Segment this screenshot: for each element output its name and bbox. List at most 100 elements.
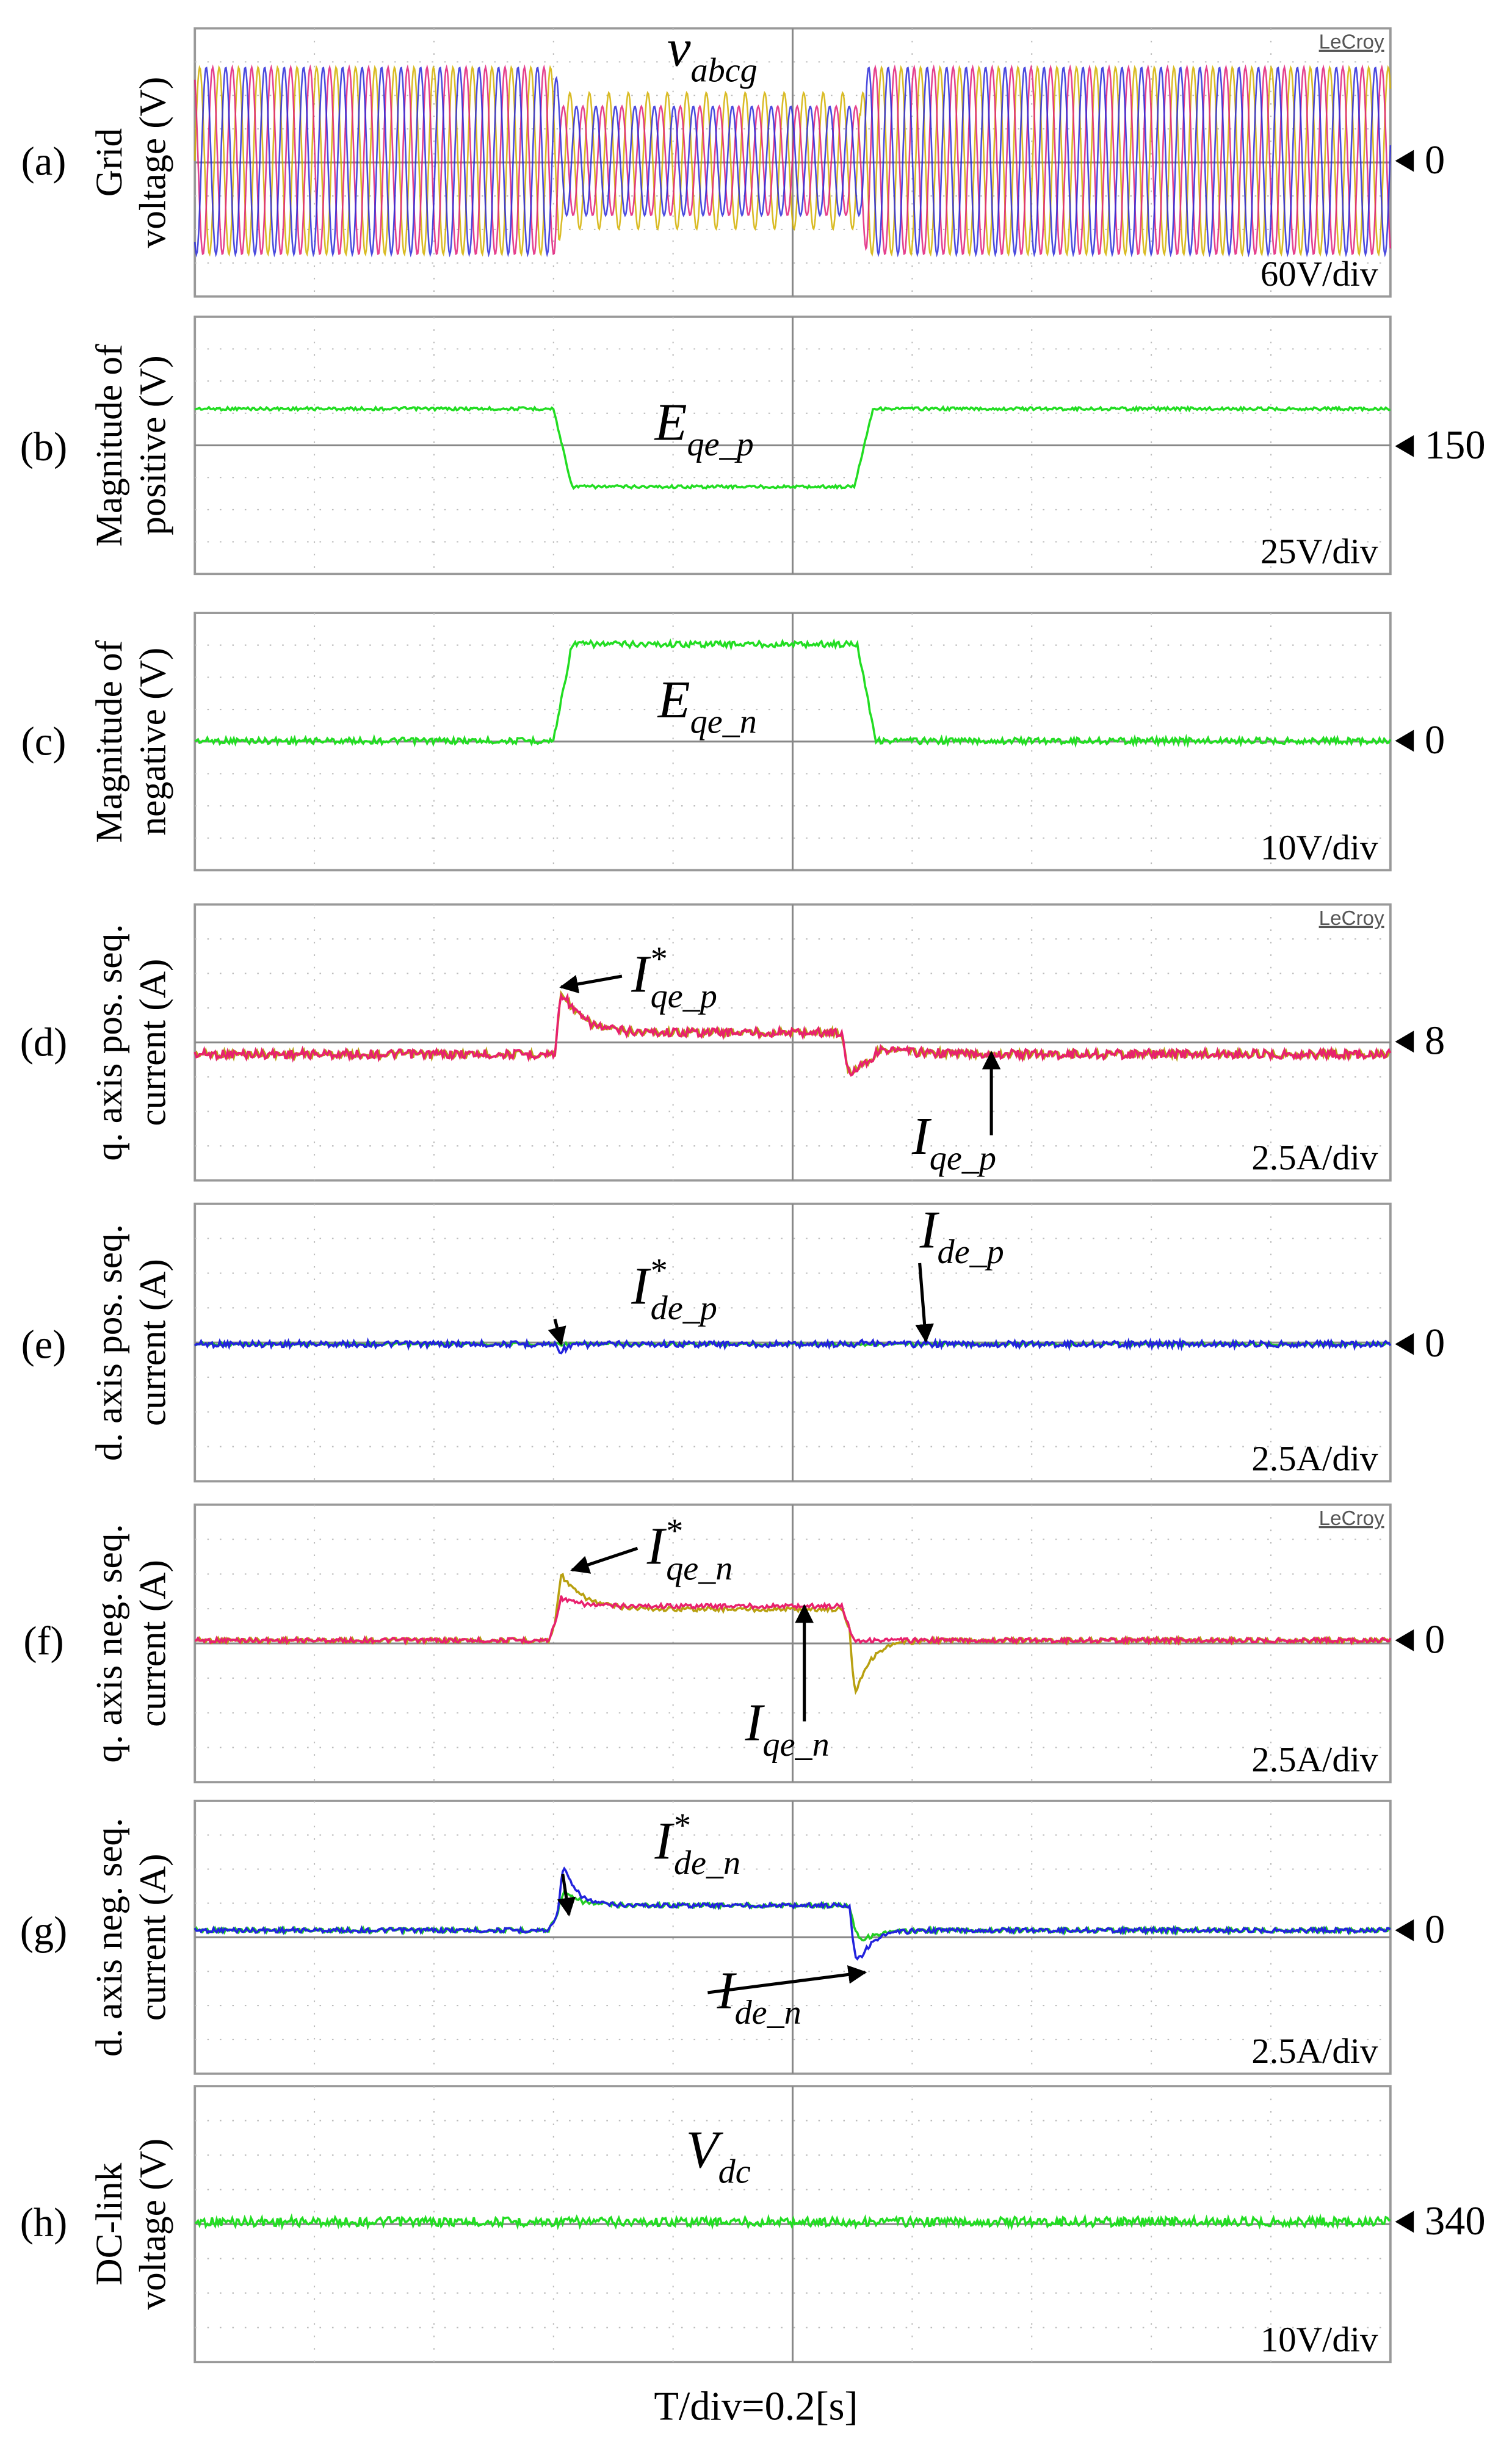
panel-label: (b)	[20, 425, 67, 469]
y-label: d. axis neg. seq.	[89, 1818, 130, 2057]
y-label: current (A)	[132, 1853, 174, 2021]
trace-sub: qe_n	[763, 1726, 830, 1764]
waveform	[194, 638, 1392, 748]
trace-label: Eqe_p	[654, 393, 754, 464]
waveform	[194, 64, 1392, 256]
panel	[194, 903, 1392, 1182]
scale-label: 10V/div	[1261, 2319, 1378, 2359]
scale-label: 2.5A/div	[1251, 1439, 1378, 1479]
y-label: q. axis neg. seq.	[89, 1524, 130, 1762]
trace-sub: qe_p	[651, 977, 717, 1015]
trace-sup: *	[649, 940, 667, 978]
y-label: current (A)	[132, 959, 174, 1126]
trace-label: I* qe_n	[646, 1512, 733, 1587]
arrow	[915, 1262, 934, 1343]
waveform	[194, 405, 1391, 491]
brand: LeCroy	[1319, 1507, 1384, 1530]
panel-label: (e)	[21, 1323, 67, 1367]
trace-main: E	[657, 670, 690, 729]
trace-main: I	[654, 1811, 675, 1870]
trace-label: Iqe_n	[745, 1693, 830, 1764]
x-label: T/div=0.2[s]	[654, 2385, 858, 2429]
trace-main: I	[745, 1693, 765, 1751]
panel-label: (a)	[21, 139, 67, 184]
brand: LeCroy	[1319, 31, 1384, 54]
y-label: negative (V)	[132, 648, 174, 836]
y-label: Grid	[89, 128, 130, 197]
trace-sub: qe_n	[690, 703, 757, 741]
trace-label: I* de_p	[631, 1252, 717, 1327]
trace-sub: qe_n	[666, 1549, 732, 1587]
trace-sub: qe_p	[687, 426, 754, 463]
waveform	[195, 1595, 1392, 1646]
y-label: voltage (V)	[132, 77, 174, 248]
waveform	[194, 991, 1392, 1077]
trace-sub: de_p	[651, 1289, 717, 1327]
ref-label: 0	[1425, 718, 1445, 762]
ref-marker	[1395, 1333, 1414, 1355]
waveform	[195, 2213, 1391, 2231]
arrow	[559, 974, 623, 994]
ref-label: 150	[1425, 423, 1486, 468]
ref-label: 340	[1425, 2199, 1486, 2244]
panel-label: (h)	[20, 2200, 67, 2245]
waveform	[194, 66, 1392, 258]
trace-sup: *	[665, 1512, 682, 1550]
trace-label: vabcg	[667, 19, 758, 90]
ref-label: 0	[1425, 1617, 1445, 1662]
trace-sub: qe_p	[930, 1140, 996, 1178]
trace-main: v	[667, 19, 691, 78]
trace-sub: de_n	[735, 1994, 801, 2032]
trace-main: I	[631, 1256, 651, 1315]
panel	[194, 1799, 1392, 2075]
trace-label: Vdc	[686, 2120, 751, 2191]
trace-main: E	[654, 393, 687, 452]
ref-label: 8	[1425, 1019, 1445, 1063]
arrow	[570, 1546, 638, 1574]
scale-label: 2.5A/div	[1251, 1739, 1378, 1779]
scale-label: 10V/div	[1261, 828, 1378, 868]
ref-marker	[1395, 1031, 1414, 1053]
y-label: current (A)	[132, 1259, 174, 1426]
trace-label: I* de_n	[654, 1807, 741, 1882]
panel	[194, 315, 1392, 576]
y-label: voltage (V)	[132, 2139, 174, 2310]
ref-marker	[1395, 730, 1414, 752]
ref-marker	[1395, 1629, 1414, 1651]
trace-label: I* qe_p	[631, 940, 717, 1015]
trace-main: V	[686, 2120, 724, 2179]
panel-label: (d)	[20, 1020, 67, 1065]
ref-marker	[1395, 1919, 1414, 1941]
y-label: Magnitude of	[89, 640, 130, 842]
ref-label: 0	[1425, 1907, 1445, 1952]
arrow	[548, 1319, 566, 1346]
ref-marker	[1395, 2211, 1414, 2233]
panel	[194, 612, 1392, 872]
trace-label: Eqe_n	[657, 670, 757, 741]
trace-main: I	[631, 945, 651, 1004]
y-label: Magnitude of	[89, 344, 130, 546]
trace-sub: dc	[718, 2153, 751, 2191]
trace-sub: de_n	[674, 1844, 740, 1882]
y-label: q. axis pos. seq.	[89, 924, 130, 1161]
arrow	[557, 1874, 576, 1917]
ref-marker	[1395, 435, 1414, 457]
brand: LeCroy	[1319, 907, 1384, 930]
y-label: current (A)	[132, 1560, 174, 1727]
waveform	[194, 65, 1392, 257]
trace-label: Iqe_p	[911, 1107, 996, 1178]
y-label: DC-link	[89, 2162, 130, 2285]
panel-label: (f)	[23, 1619, 63, 1664]
waveform	[194, 1337, 1392, 1355]
waveform	[194, 1866, 1391, 1961]
trace-main: I	[646, 1517, 667, 1576]
y-label: d. axis pos. seq.	[89, 1224, 130, 1461]
scale-label: 2.5A/div	[1251, 1138, 1378, 1178]
trace-sup: *	[672, 1807, 690, 1845]
scale-label: 2.5A/div	[1251, 2031, 1378, 2071]
panel	[194, 1503, 1392, 1784]
trace-sub: abcg	[690, 51, 757, 89]
arrow	[707, 1965, 867, 1994]
panel-label: (g)	[20, 1909, 67, 1954]
